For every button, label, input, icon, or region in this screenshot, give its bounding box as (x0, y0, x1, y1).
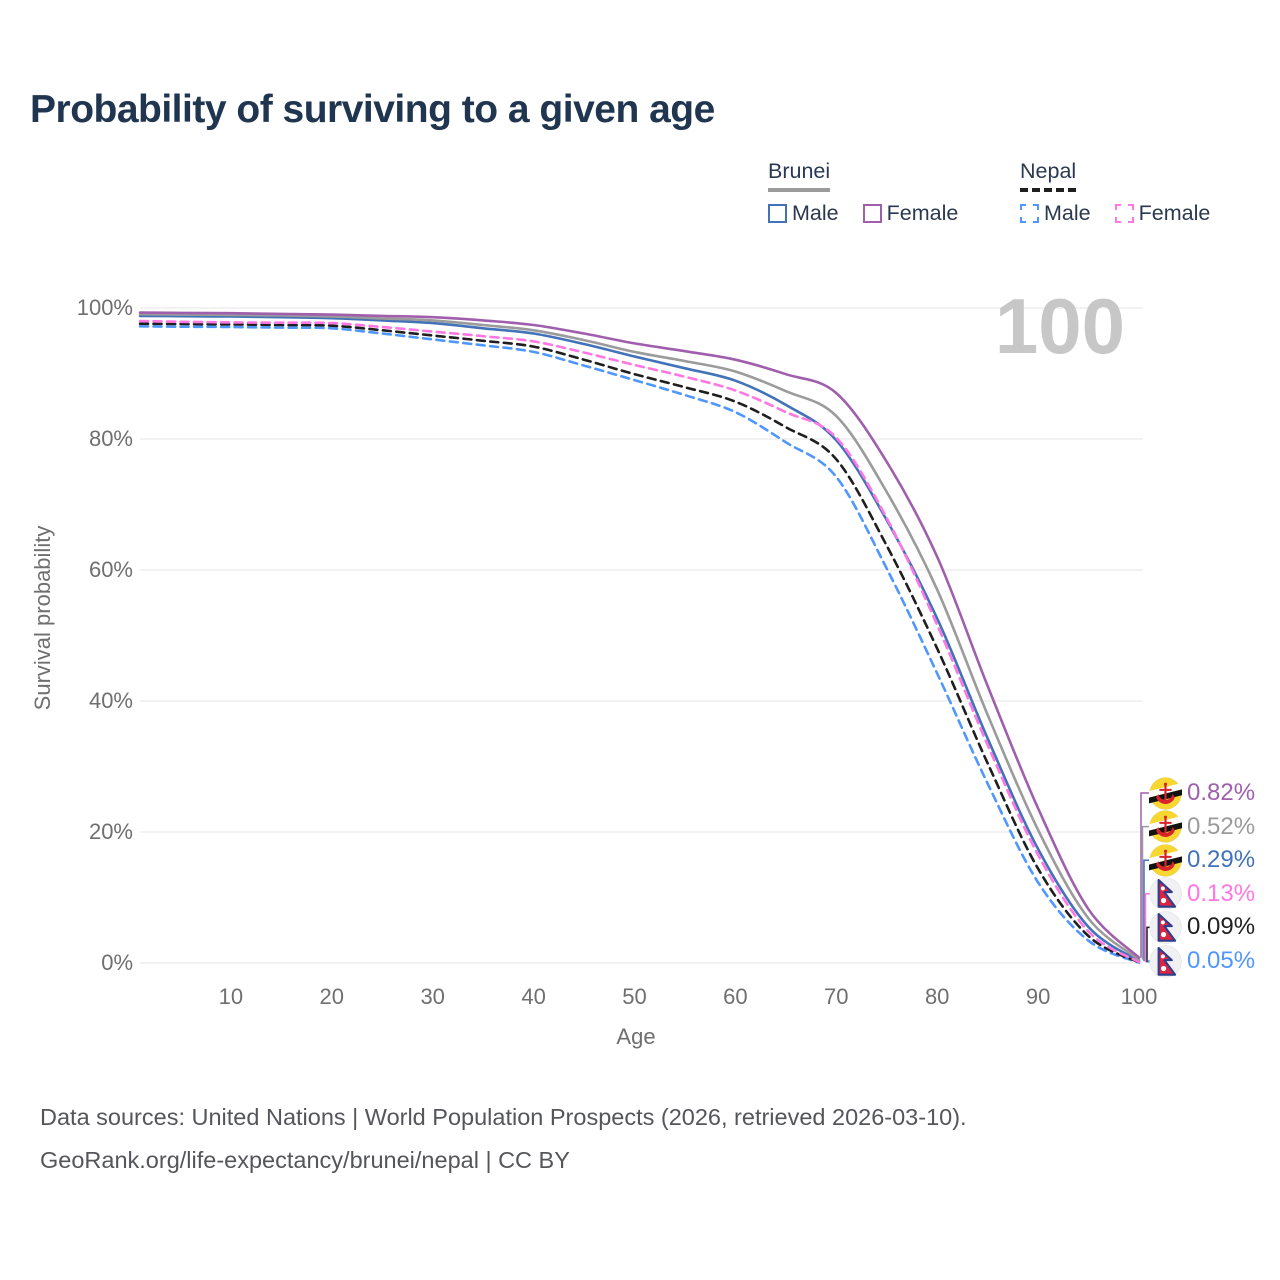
legend-label-nepal-male: Male (1044, 200, 1091, 225)
end-value-brunei-female: 0.82% (1187, 779, 1256, 806)
label-connector-brunei-both (1141, 825, 1150, 960)
x-tick-70: 70 (824, 984, 849, 1009)
legend-label-brunei-male: Male (792, 200, 839, 225)
end-value-nepal-male: 0.05% (1187, 947, 1256, 974)
x-tick-80: 80 (924, 984, 950, 1009)
y-tick-20%: 20% (88, 819, 133, 844)
label-connector-nepal-male (1147, 960, 1150, 963)
y-tick-0%: 0% (101, 950, 133, 975)
y-tick-100%: 100% (76, 295, 133, 320)
end-label-row-brunei-female: 0.82% (1149, 776, 1255, 810)
legend-header-nepal[interactable]: Nepal (1020, 159, 1077, 192)
x-tick-90: 90 (1025, 984, 1051, 1009)
curve-brunei-male (138, 314, 1141, 963)
footer-attribution: GeoRank.org/life-expectancy/brunei/nepal… (40, 1147, 570, 1173)
brunei-flag-icon (1149, 810, 1182, 843)
end-value-brunei-male: 0.29% (1187, 846, 1256, 874)
x-tick-100: 100 (1120, 984, 1158, 1009)
legend-label-brunei-female: Female (886, 200, 959, 225)
nepal-male-swatch-icon (1020, 203, 1039, 223)
legend-group-brunei: Brunei Male Female (768, 159, 958, 226)
y-tick-40%: 40% (88, 688, 133, 713)
end-label-row-brunei-male: 0.29% (1149, 843, 1255, 877)
label-connector-brunei-female (1140, 792, 1150, 958)
label-connector-nepal-female (1144, 893, 1150, 963)
footer: Data sources: United Nations | World Pop… (40, 1096, 967, 1182)
label-connector-brunei-male (1143, 859, 1150, 962)
end-label-row-brunei-both: 0.52% (1149, 810, 1255, 844)
curve-nepal-female (138, 319, 1141, 964)
x-tick-50: 50 (622, 984, 647, 1009)
footer-data-sources: Data sources: United Nations | World Pop… (40, 1104, 967, 1130)
end-label-row-nepal-female: 0.13% (1149, 877, 1255, 911)
nepal-flag-icon (1149, 944, 1182, 978)
nepal-flag-icon (1149, 911, 1182, 944)
brunei-flag-icon (1149, 776, 1182, 810)
end-value-brunei-both: 0.52% (1187, 812, 1256, 840)
x-tick-60: 60 (723, 984, 748, 1009)
label-connector-nepal-both (1146, 926, 1150, 963)
y-tick-60%: 60% (88, 557, 133, 582)
x-tick-40: 40 (521, 984, 546, 1009)
curve-brunei-female (138, 311, 1141, 959)
curve-brunei-both (138, 312, 1141, 961)
y-axis-title: Survival probability (30, 525, 55, 711)
legend-item-brunei-male[interactable]: Male (768, 201, 839, 226)
legend-items-nepal: Male Female (1020, 201, 1210, 226)
end-value-nepal-both: 0.09% (1187, 913, 1256, 941)
brunei-flag-icon (1149, 843, 1182, 877)
chart-title: Probability of surviving to a given age (30, 88, 715, 131)
curve-nepal-both (138, 322, 1141, 964)
end-label-row-nepal-both: 0.09% (1149, 910, 1255, 944)
legend-item-brunei-female[interactable]: Female (862, 200, 959, 226)
brunei-male-swatch-icon (768, 203, 787, 223)
nepal-female-swatch-icon (1114, 203, 1134, 223)
legend-item-nepal-male[interactable]: Male (1020, 201, 1091, 226)
end-value-nepal-female: 0.13% (1187, 879, 1256, 907)
curve-nepal-male (138, 325, 1141, 964)
legend-item-nepal-female[interactable]: Female (1114, 200, 1211, 226)
x-axis-title: Age (616, 1024, 656, 1049)
x-tick-30: 30 (420, 984, 445, 1009)
brunei-female-swatch-icon (862, 203, 882, 223)
x-tick-20: 20 (319, 984, 345, 1009)
nepal-flag-icon (1149, 877, 1182, 911)
age-watermark: 100 (994, 282, 1125, 370)
legend-group-nepal: Nepal Male Female (1020, 159, 1210, 226)
legend-header-brunei[interactable]: Brunei (768, 159, 831, 192)
legend-items-brunei: Male Female (768, 201, 958, 226)
legend-label-nepal-female: Female (1138, 200, 1211, 225)
end-label-row-nepal-male: 0.05% (1149, 944, 1255, 978)
x-tick-10: 10 (218, 984, 244, 1009)
y-tick-80%: 80% (88, 426, 133, 451)
